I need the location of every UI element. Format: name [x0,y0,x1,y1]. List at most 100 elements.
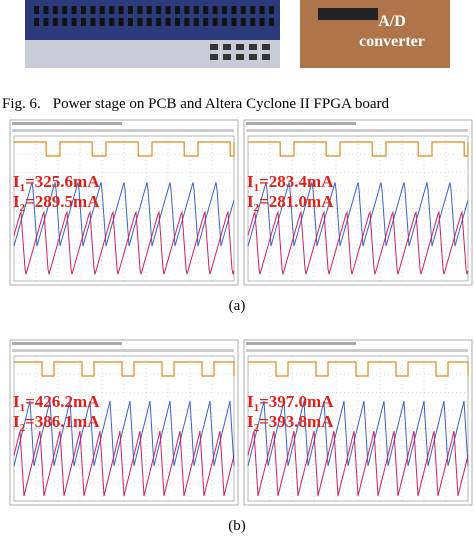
pin [203,6,209,14]
pin [175,18,180,26]
current-waveform [247,210,469,275]
pin [193,6,199,14]
scope-frame [9,339,239,506]
scope-frame [243,119,473,286]
board-label: converter [359,33,425,50]
current-waveform [247,430,469,497]
pin [222,6,227,14]
current-value: =386.1mA [25,412,100,431]
current-index: 1 [20,182,26,194]
pin [240,6,246,14]
pin [137,18,143,26]
button [210,54,218,60]
plot-area [13,135,235,282]
current-value: =283.4mA [259,172,334,191]
pin [99,18,105,26]
pin [222,18,227,26]
current-index: 1 [254,182,260,194]
current-symbol: I [13,192,20,211]
current-index: 2 [254,202,260,214]
scope-header [246,342,356,345]
current-index: 2 [254,422,260,434]
current-index: 2 [20,202,26,214]
pin [165,6,171,14]
current-symbol: I [247,172,254,191]
pin [146,6,152,14]
button [223,54,231,60]
scope-header [12,342,122,345]
current-reading: I1=325.6mA [13,172,100,194]
pin [269,6,274,14]
scope-frame [9,119,239,286]
pin [71,6,77,14]
pin [62,18,68,26]
pin [259,6,265,14]
subfigure-label: (b) [228,518,246,534]
pin [259,18,265,26]
button [262,54,270,60]
scope-header [12,349,234,352]
pin [52,18,58,26]
scope-header [12,129,234,132]
button [210,44,218,50]
current-waveform [13,210,235,275]
pin [203,18,209,26]
current-reading: I2=281.0mA [247,192,334,214]
scope-header [12,122,122,125]
pin [165,18,171,26]
scope-panels: I1=325.6mAI2=289.5mAI1=283.4mAI2=281.0mA… [9,119,473,534]
button [249,54,257,60]
current-reading: I2=386.1mA [13,412,100,434]
pin [212,18,218,26]
pin [109,6,115,14]
pin [34,18,39,26]
pin [62,6,68,14]
pin [34,6,39,14]
pin [184,6,190,14]
pin-rows [34,6,274,60]
current-symbol: I [247,412,254,431]
pin [231,6,237,14]
pin [128,6,133,14]
current-value: =289.5mA [25,192,100,211]
pin [156,18,162,26]
pin [81,6,86,14]
button [223,44,231,50]
chip [318,8,378,20]
pin [269,18,274,26]
button [262,44,270,50]
current-symbol: I [247,392,254,411]
pin [90,6,96,14]
pin [99,6,105,14]
current-symbol: I [13,392,20,411]
pin [193,18,199,26]
current-waveform [13,400,235,467]
pin [43,18,49,26]
current-value: =393.8mA [259,412,334,431]
pin [184,18,190,26]
pin [118,18,124,26]
current-value: =281.0mA [259,192,334,211]
pin [128,18,133,26]
photo: A/D converter [25,0,450,68]
caption-label: Fig. 6. [2,96,41,112]
current-reading: I1=397.0mA [247,392,334,414]
gate-waveform [248,361,469,377]
pin [146,18,152,26]
caption: Fig. 6. Power stage on PCB and Altera Cyc… [2,96,389,112]
scope-header [246,349,468,352]
button [236,44,244,50]
pin [137,6,143,14]
button [249,44,257,50]
current-value: =397.0mA [259,392,334,411]
current-index: 2 [20,422,26,434]
current-index: 1 [254,402,260,414]
button [236,54,244,60]
pin [71,18,77,26]
pin [52,6,58,14]
